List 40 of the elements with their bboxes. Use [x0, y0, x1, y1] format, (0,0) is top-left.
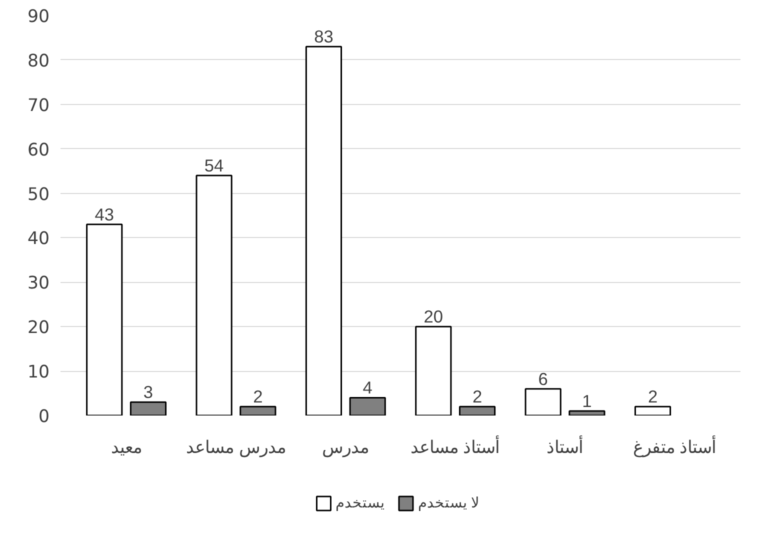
y-tick-label: 0: [38, 407, 50, 427]
y-tick-label: 70: [27, 96, 50, 116]
y-tick-label: 80: [27, 51, 50, 72]
x-tick-label: أستاذ مساعد: [410, 436, 500, 457]
y-tick-label: 40: [27, 229, 50, 250]
legend-label: لا يستخدم: [418, 496, 480, 512]
data-label: 54: [204, 156, 224, 176]
bar: [568, 410, 606, 416]
y-tick-label: 20: [27, 318, 50, 338]
data-label: 43: [94, 204, 114, 224]
data-label: 2: [472, 386, 482, 407]
x-tick-label: أستاذ: [546, 436, 584, 457]
bar: [240, 406, 276, 416]
y-tick-label: 60: [27, 140, 50, 160]
x-tick-label: معيد: [110, 437, 142, 457]
bar: [458, 406, 496, 416]
x-tick-label: مدرس: [322, 437, 370, 458]
legend-label: يستخدم: [336, 496, 385, 512]
bar: [524, 388, 562, 416]
bar: [305, 46, 342, 416]
bar: [415, 326, 452, 416]
data-label: 2: [648, 386, 658, 407]
x-tick-label: أستاذ متفرغ: [632, 436, 717, 458]
bar: [349, 396, 386, 416]
y-tick-label: 90: [27, 7, 50, 27]
bar: [130, 401, 167, 416]
y-tick-label: 30: [27, 274, 50, 294]
data-label: 2: [253, 386, 263, 407]
data-label: 6: [538, 368, 548, 389]
x-tick-label: مدرس مساعد: [186, 437, 286, 458]
data-label: 83: [314, 26, 334, 47]
data-label: 4: [362, 378, 373, 398]
data-label: 1: [582, 391, 592, 412]
bar: [634, 406, 672, 416]
y-tick-label: 10: [27, 362, 50, 383]
bar: [196, 174, 232, 416]
y-tick-label: 50: [27, 184, 50, 205]
bar: [86, 224, 123, 416]
data-label: 20: [424, 306, 444, 327]
data-label: 3: [143, 382, 154, 402]
